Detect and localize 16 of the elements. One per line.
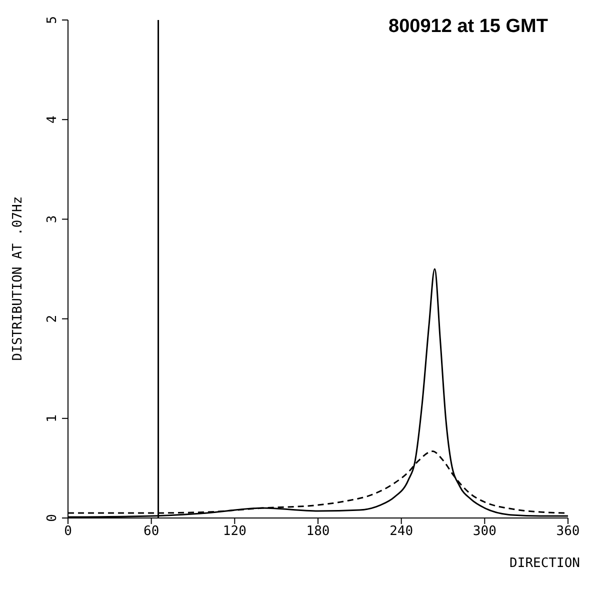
x-tick-label: 360 bbox=[556, 524, 580, 540]
y-tick-label: 2 bbox=[45, 314, 60, 323]
y-tick-label: 1 bbox=[45, 414, 60, 422]
x-tick-label: 240 bbox=[390, 524, 414, 540]
x-axis-title: DIRECTION bbox=[510, 556, 580, 571]
x-tick-label: 180 bbox=[306, 524, 330, 540]
y-axis-title: DISTRIBUTION AT .07Hz bbox=[10, 196, 26, 360]
x-tick-label: 0 bbox=[64, 524, 72, 540]
y-tick-label: 5 bbox=[45, 16, 60, 24]
y-tick-label: 3 bbox=[45, 215, 60, 224]
x-tick-label: 300 bbox=[472, 524, 496, 540]
y-tick-label: 4 bbox=[45, 116, 60, 124]
y-tick-label: 0 bbox=[45, 514, 60, 522]
x-tick-label: 120 bbox=[222, 524, 246, 540]
chart-title: 800912 at 15 GMT bbox=[388, 16, 548, 38]
x-tick-label: 60 bbox=[144, 524, 160, 540]
